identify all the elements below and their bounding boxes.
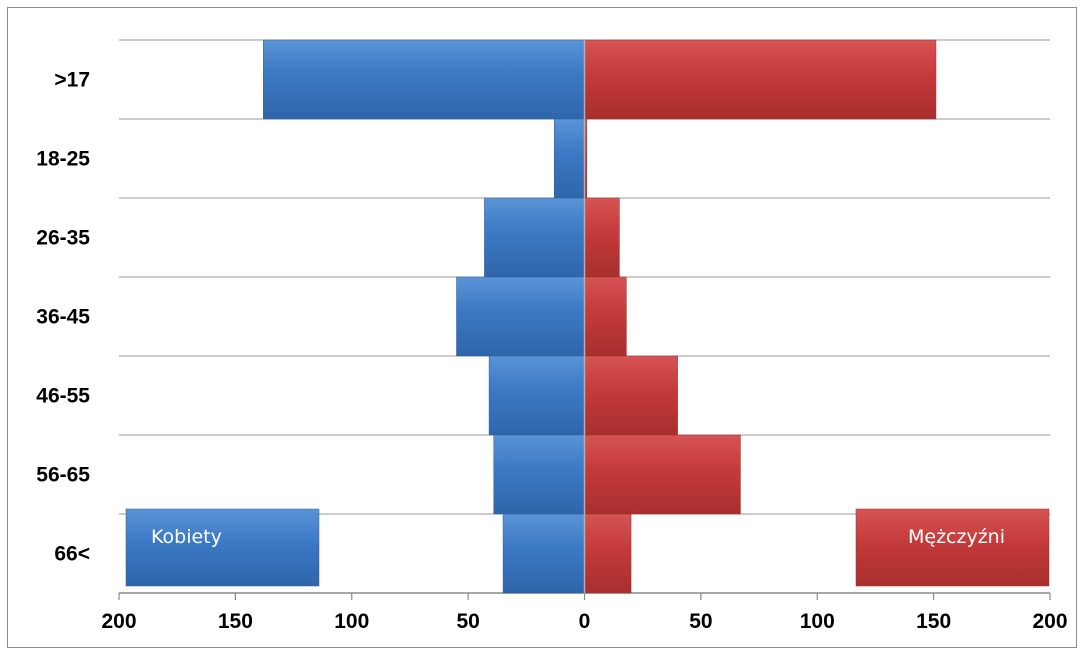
legend-swatch-mezczyzni (855, 508, 1050, 587)
category-label: 26-35 (36, 227, 90, 250)
bar-kobiety-56-65 (493, 434, 585, 515)
x-tick-label: 100 (334, 610, 369, 633)
category-label: 66< (54, 543, 90, 566)
bar-kobiety-46-55 (488, 355, 585, 436)
category-label: 36-45 (36, 306, 90, 329)
bar-mezczyzni-36-45 (584, 276, 627, 357)
bar-mezczyzni->17 (584, 39, 937, 120)
x-tick-label: 50 (689, 610, 712, 633)
x-tick-label: 50 (456, 610, 479, 633)
category-label: 18-25 (36, 148, 90, 171)
bar-mezczyzni-46-55 (584, 355, 678, 436)
legend-label-mezczyzni: Mężczyźni (908, 526, 1005, 548)
x-tick-label: 200 (101, 610, 136, 633)
category-label: >17 (54, 69, 90, 92)
category-label: 56-65 (36, 464, 90, 487)
x-tick-label: 200 (1032, 610, 1067, 633)
x-tick-label: 0 (579, 610, 591, 633)
x-tick-label: 150 (916, 610, 951, 633)
bar-kobiety-18-25 (553, 118, 585, 199)
category-label: 46-55 (36, 385, 90, 408)
x-tick-label: 150 (218, 610, 253, 633)
bar-mezczyzni-26-35 (584, 197, 620, 278)
bar-kobiety->17 (263, 39, 585, 120)
x-tick-label: 100 (800, 610, 835, 633)
legend-swatch-kobiety (125, 508, 320, 587)
bar-kobiety-36-45 (456, 276, 585, 357)
bar-kobiety-66< (502, 513, 585, 594)
legend-label-kobiety: Kobiety (151, 526, 222, 548)
bar-mezczyzni-56-65 (584, 434, 741, 515)
bar-mezczyzni-66< (584, 513, 632, 594)
bar-kobiety-26-35 (484, 197, 585, 278)
